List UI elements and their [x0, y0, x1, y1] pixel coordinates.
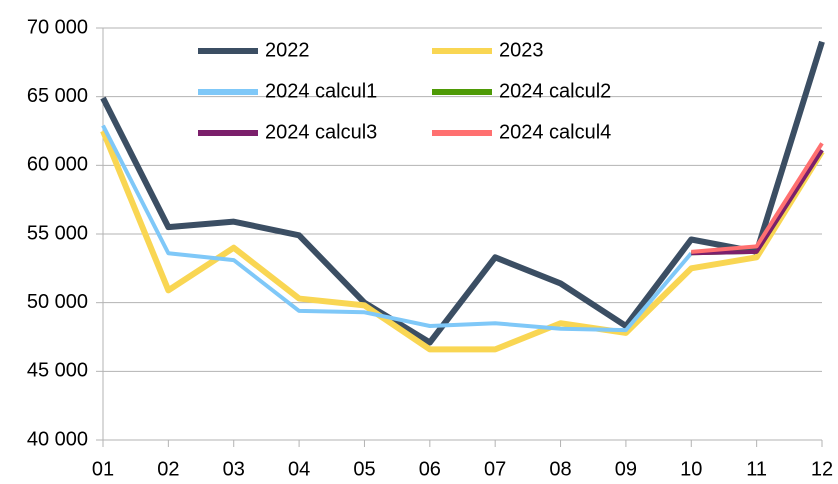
y-tick-label: 70 000 [27, 16, 88, 38]
x-tick-label: 04 [288, 458, 310, 480]
y-tick-label: 65 000 [27, 85, 88, 107]
x-tick-label: 08 [549, 458, 571, 480]
series-line [101, 124, 693, 333]
y-tick-label: 50 000 [27, 291, 88, 313]
x-tick-label: 06 [419, 458, 441, 480]
x-tick-label: 05 [353, 458, 375, 480]
y-tick-label: 40 000 [27, 428, 88, 450]
y-tick-label: 45 000 [27, 360, 88, 382]
x-tick-label: 03 [223, 458, 245, 480]
legend-label: 2024 calcul1 [265, 80, 377, 102]
x-tick-label: 02 [157, 458, 179, 480]
legend-label: 2022 [265, 39, 310, 61]
series-line [100, 129, 825, 353]
y-tick-label: 55 000 [27, 222, 88, 244]
legend-label: 2024 calcul3 [265, 121, 377, 143]
x-tick-label: 10 [680, 458, 702, 480]
series-line [691, 149, 824, 256]
x-tick-label: 01 [92, 458, 114, 480]
x-tick-label: 07 [484, 458, 506, 480]
legend-label: 2024 calcul4 [499, 121, 611, 143]
x-tick-label: 12 [811, 458, 833, 480]
legend-label: 2023 [499, 39, 544, 61]
series-line [100, 40, 825, 346]
series-line [691, 142, 824, 254]
y-tick-label: 60 000 [27, 154, 88, 176]
x-tick-label: 11 [746, 458, 767, 480]
x-tick-label: 09 [615, 458, 637, 480]
legend-label: 2024 calcul2 [499, 80, 611, 102]
